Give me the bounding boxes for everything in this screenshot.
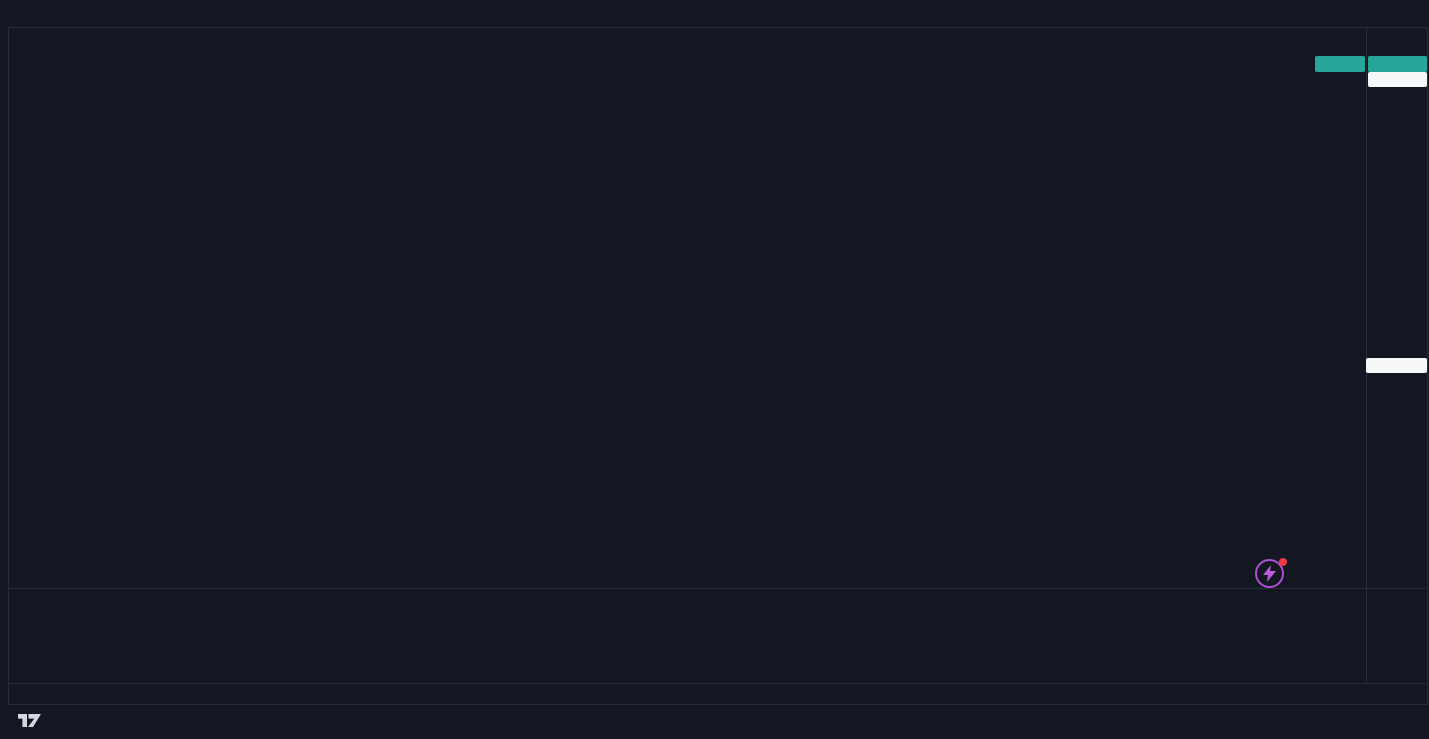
tradingview-logo-icon [18,714,41,727]
hot-ideas-button[interactable] [1255,558,1287,588]
timeaxis-separator [8,683,1428,684]
last-price-badge [1368,56,1427,72]
price-pane[interactable] [9,28,1366,588]
line-price-badge [1368,72,1427,87]
axis-separator [1366,27,1367,683]
time-axis[interactable] [9,684,1427,704]
frame-left [8,27,9,705]
notification-dot [1279,558,1287,566]
price-axis[interactable] [1367,28,1429,683]
tradingview-logo[interactable] [18,713,48,728]
symbol-legend [18,30,25,44]
frame-top [8,27,1428,28]
rsi-separator [8,588,1427,589]
flash-icon [1263,565,1276,582]
symbol-price-flag [1315,56,1365,72]
frame-right [1427,27,1428,705]
frame-bottom [8,704,1428,705]
support-price-badge [1366,358,1427,373]
rsi-pane[interactable] [9,589,1366,683]
